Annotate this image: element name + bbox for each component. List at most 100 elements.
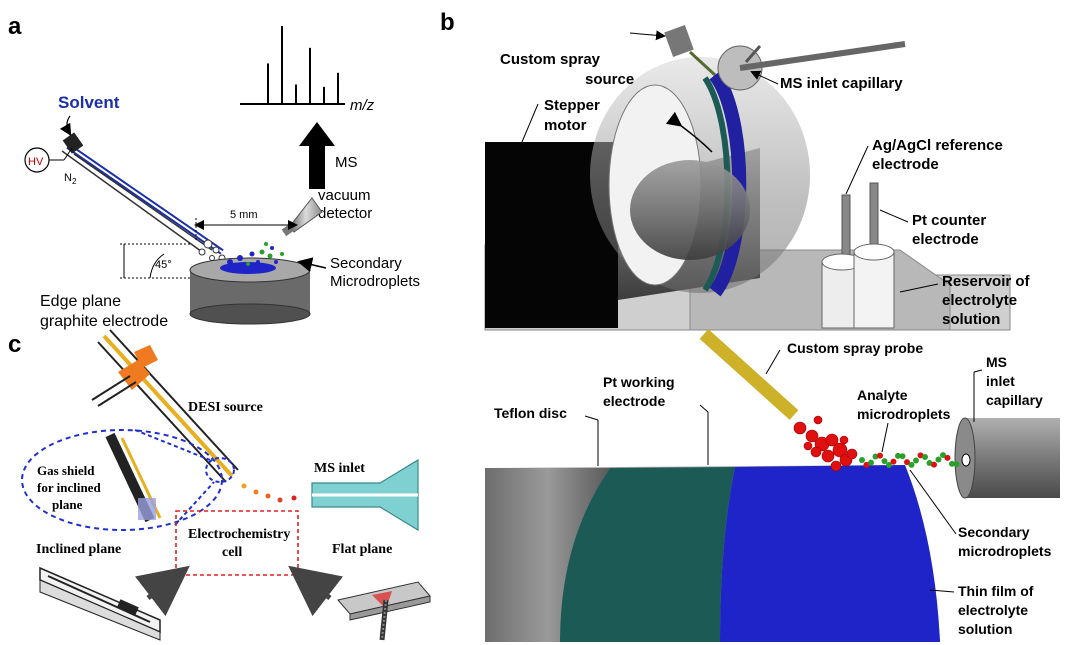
counter-electrode-label-1: Pt counter bbox=[912, 212, 986, 229]
panel-a: a m/z MS vacuum detector Solvent bbox=[8, 13, 420, 330]
secondary-droplet bbox=[872, 453, 879, 460]
gas-shield-inset bbox=[21, 429, 235, 531]
secondary-droplets-a bbox=[227, 242, 284, 266]
reservoir-cup bbox=[853, 251, 895, 329]
secondary-label-1: Secondary bbox=[330, 255, 402, 272]
secondary-droplet bbox=[881, 458, 888, 465]
analyte-droplet bbox=[830, 460, 842, 472]
teflon-label: Teflon disc bbox=[494, 405, 567, 421]
mz-label: m/z bbox=[350, 97, 375, 114]
flat-plane-device bbox=[337, 581, 431, 641]
ms-inlet-cone bbox=[311, 458, 419, 532]
secondary-droplet bbox=[949, 460, 955, 467]
desi-spray-droplets bbox=[241, 483, 297, 503]
secondary-droplet bbox=[890, 458, 897, 465]
fitting-icon bbox=[62, 132, 84, 154]
panel-b-bottom-scene bbox=[485, 329, 1060, 642]
ms-arrow bbox=[299, 122, 335, 189]
secondary-droplet bbox=[859, 457, 865, 463]
spray-source-icon bbox=[664, 25, 694, 57]
electrolyte-film bbox=[720, 465, 940, 642]
spectrum-peaks bbox=[267, 26, 339, 104]
secondary-b-label-1: Secondary bbox=[958, 524, 1030, 540]
gas-shield-label-2: for inclined bbox=[37, 480, 101, 495]
n2-label: N2 bbox=[64, 172, 77, 186]
ms-inlet-capillary bbox=[965, 418, 1060, 498]
flat-plane-label: Flat plane bbox=[332, 542, 392, 557]
angle-label: 45° bbox=[155, 259, 172, 271]
secondary-droplet bbox=[863, 461, 870, 468]
desi-source bbox=[91, 329, 239, 483]
secondary-droplet bbox=[935, 456, 942, 463]
secondary-droplet bbox=[913, 457, 919, 464]
secondary-droplet bbox=[908, 461, 915, 468]
spray-source-label-1: Custom spray bbox=[500, 51, 601, 68]
ms-inlet2-label-1: MS bbox=[986, 354, 1007, 370]
ms-inlet-label: MS inlet capillary bbox=[780, 75, 903, 92]
thin-film-label-1: Thin film of bbox=[958, 583, 1034, 599]
electrode-label-2: graphite electrode bbox=[40, 313, 168, 330]
panel-letter-b: b bbox=[440, 9, 455, 36]
flat-arrow bbox=[288, 565, 344, 617]
solvent-label: Solvent bbox=[58, 93, 120, 112]
angle-marker: 45° bbox=[120, 243, 190, 279]
pt-working-electrode bbox=[560, 467, 735, 642]
ms-inlet2-label-3: capillary bbox=[986, 392, 1043, 408]
panel-letter-a: a bbox=[8, 13, 22, 40]
graphite-electrode bbox=[189, 257, 311, 325]
analyte-droplet bbox=[825, 433, 839, 447]
spray-probe bbox=[699, 329, 799, 420]
analyte-droplet bbox=[839, 435, 849, 445]
pt-working-label-1: Pt working bbox=[603, 374, 675, 390]
thin-film-label-3: solution bbox=[958, 621, 1012, 637]
secondary-droplet bbox=[899, 453, 906, 460]
analyte-droplet bbox=[846, 448, 858, 460]
analyte-droplet bbox=[813, 415, 823, 425]
secondary-droplet bbox=[895, 452, 901, 459]
thin-film-label-2: electrolyte bbox=[958, 602, 1028, 618]
sample-spot bbox=[220, 262, 276, 274]
analyte-label-2: microdroplets bbox=[857, 406, 951, 422]
electrode-label-1: Edge plane bbox=[40, 293, 121, 310]
mass-spectrum: m/z bbox=[240, 26, 375, 114]
inclined-plane-device bbox=[39, 566, 161, 641]
secondary-droplet bbox=[886, 461, 892, 468]
pt-working-label-2: electrode bbox=[603, 393, 665, 409]
detector-cone bbox=[281, 197, 323, 237]
reservoir-label-3: solution bbox=[942, 311, 1000, 328]
vacuum-label: vacuum bbox=[318, 187, 371, 204]
ms-label: MS bbox=[335, 154, 358, 171]
spray-emitter bbox=[61, 132, 224, 255]
reservoir-label-1: Reservoir of bbox=[942, 273, 1031, 290]
gas-shield-label-3: plane bbox=[52, 497, 83, 512]
secondary-droplet bbox=[944, 454, 951, 461]
panel-letter-c: c bbox=[8, 331, 21, 358]
secondary-label-2: Microdroplets bbox=[330, 273, 420, 290]
inclined-plane-label: Inclined plane bbox=[36, 542, 121, 557]
secondary-droplet bbox=[953, 461, 960, 468]
stepper-label-1: Stepper bbox=[544, 97, 600, 114]
secondary-microdroplets bbox=[859, 452, 960, 468]
stepper-label-2: motor bbox=[544, 117, 587, 134]
ms-inlet2-label-2: inlet bbox=[986, 373, 1015, 389]
secondary-droplet bbox=[931, 461, 937, 468]
hv-source: HV bbox=[24, 147, 73, 173]
secondary-droplet bbox=[922, 453, 928, 460]
analyte-microdroplets bbox=[793, 415, 858, 472]
analyte-label-1: Analyte bbox=[857, 387, 908, 403]
counter-electrode bbox=[869, 182, 879, 254]
secondary-droplet bbox=[926, 460, 933, 467]
ms-inlet-c-label: MS inlet bbox=[314, 461, 365, 476]
secondary-b-label-2: microdroplets bbox=[958, 543, 1052, 559]
spray-source-label-2: source bbox=[585, 71, 634, 88]
analyte-droplet bbox=[805, 429, 819, 443]
secondary-droplet bbox=[904, 459, 910, 466]
analyte-droplet bbox=[832, 442, 848, 458]
secondary-droplet bbox=[868, 459, 874, 466]
analyte-droplet bbox=[803, 441, 813, 451]
reservoir-label-2: electrolyte bbox=[942, 292, 1017, 309]
panel-c: c DESI source bbox=[8, 329, 431, 641]
desi-label: DESI source bbox=[188, 400, 263, 415]
cell-label-1: Electrochemistry bbox=[188, 527, 290, 542]
